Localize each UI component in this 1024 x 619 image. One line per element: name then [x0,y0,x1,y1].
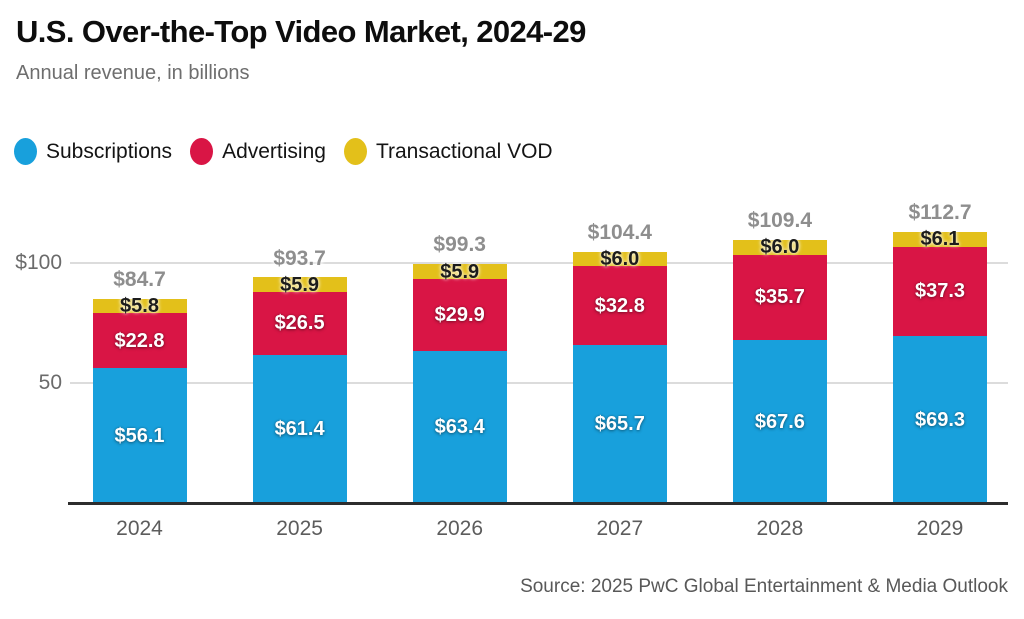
bar-total-label: $84.7 [113,268,166,292]
bar-segment-subscriptions: $65.7 [572,344,667,503]
bar-segment-label: $29.9 [434,303,485,326]
advertising-swatch-icon [190,138,214,165]
x-axis-label: 2029 [916,517,964,540]
bar-segment-transactional-vod: $6.1 [893,228,987,251]
bar-total-label: $109.4 [747,208,812,232]
bar-segment-label: $6.0 [600,247,640,270]
bar-segment-advertising: $32.8 [572,266,667,345]
bar-total-label: $112.7 [908,200,972,224]
x-axis-label: 2024 [116,517,163,540]
transactional-vod-swatch-icon [343,138,367,165]
page-title: U.S. Over-the-Top Video Market, 2024-29 [16,14,586,49]
bar-segment-advertising: $26.5 [252,291,347,356]
legend-label: Advertising [222,139,326,163]
bar-segment-label: $35.7 [754,286,805,309]
bar-segment-subscriptions: $69.3 [893,336,987,503]
x-axis-label: 2027 [596,517,644,540]
subscriptions-swatch-icon [14,138,37,165]
bar-segment-transactional-vod: $5.9 [412,262,507,282]
bar-segment-advertising: $29.9 [412,278,507,351]
gridline [70,381,1008,384]
legend-item-transactional-vod: Transactional VOD [343,138,553,165]
source-attribution: Source: 2025 PwC Global Entertainment & … [520,576,1008,597]
y-axis-tick-label: $100 [15,250,62,274]
bar-segment-label: $63.4 [434,415,485,438]
x-axis-label: 2028 [756,517,804,540]
bar-total-label: $99.3 [433,233,486,257]
bar-segment-transactional-vod: $6.0 [572,247,667,270]
bar-segment-advertising: $35.7 [732,254,827,341]
bar-segment-label: $6.0 [760,236,800,259]
bar-segment-label: $5.9 [280,273,320,296]
bar-segment-subscriptions: $63.4 [412,350,507,503]
bar-segment-label: $37.3 [914,280,966,303]
gridline [70,261,1008,264]
bar-segment-label: $56.1 [114,424,165,447]
bar-segment-label: $6.1 [920,228,960,251]
bar-total-label: $93.7 [273,246,326,270]
bar-segment-subscriptions: $56.1 [92,368,187,503]
bar-total-label: $104.4 [587,220,652,244]
bar-segment-label: $5.9 [440,260,480,283]
bar-segment-transactional-vod: $6.0 [732,236,827,259]
bar-segment-advertising: $22.8 [92,313,187,369]
bar-segment-label: $69.3 [914,408,966,431]
bar-segment-label: $5.8 [120,295,159,318]
bar-segment-transactional-vod: $5.8 [92,295,187,318]
x-axis-line [68,502,1008,505]
y-axis-tick-label: 50 [38,370,62,394]
legend-item-subscriptions: Subscriptions [14,138,172,165]
bar-segment-label: $26.5 [274,312,325,335]
bar-segment-label: $67.6 [754,410,805,433]
x-axis-label: 2026 [436,517,484,540]
bar-segment-label: $61.4 [274,418,325,441]
legend-item-advertising: Advertising [190,138,326,165]
page-subtitle: Annual revenue, in billions [16,62,250,84]
bar-segment-subscriptions: $61.4 [252,355,347,503]
legend-label: Transactional VOD [375,139,553,163]
bar-segment-advertising: $37.3 [893,246,987,337]
bar-segment-transactional-vod: $5.9 [252,275,347,295]
bar-segment-label: $32.8 [594,294,645,317]
x-axis-label: 2025 [276,517,323,540]
bar-segment-label: $65.7 [594,412,645,435]
bar-segment-subscriptions: $67.6 [732,340,827,503]
legend-label: Subscriptions [46,139,173,163]
legend: Subscriptions Advertising Transactional … [14,138,571,165]
bar-segment-label: $22.8 [114,329,165,352]
